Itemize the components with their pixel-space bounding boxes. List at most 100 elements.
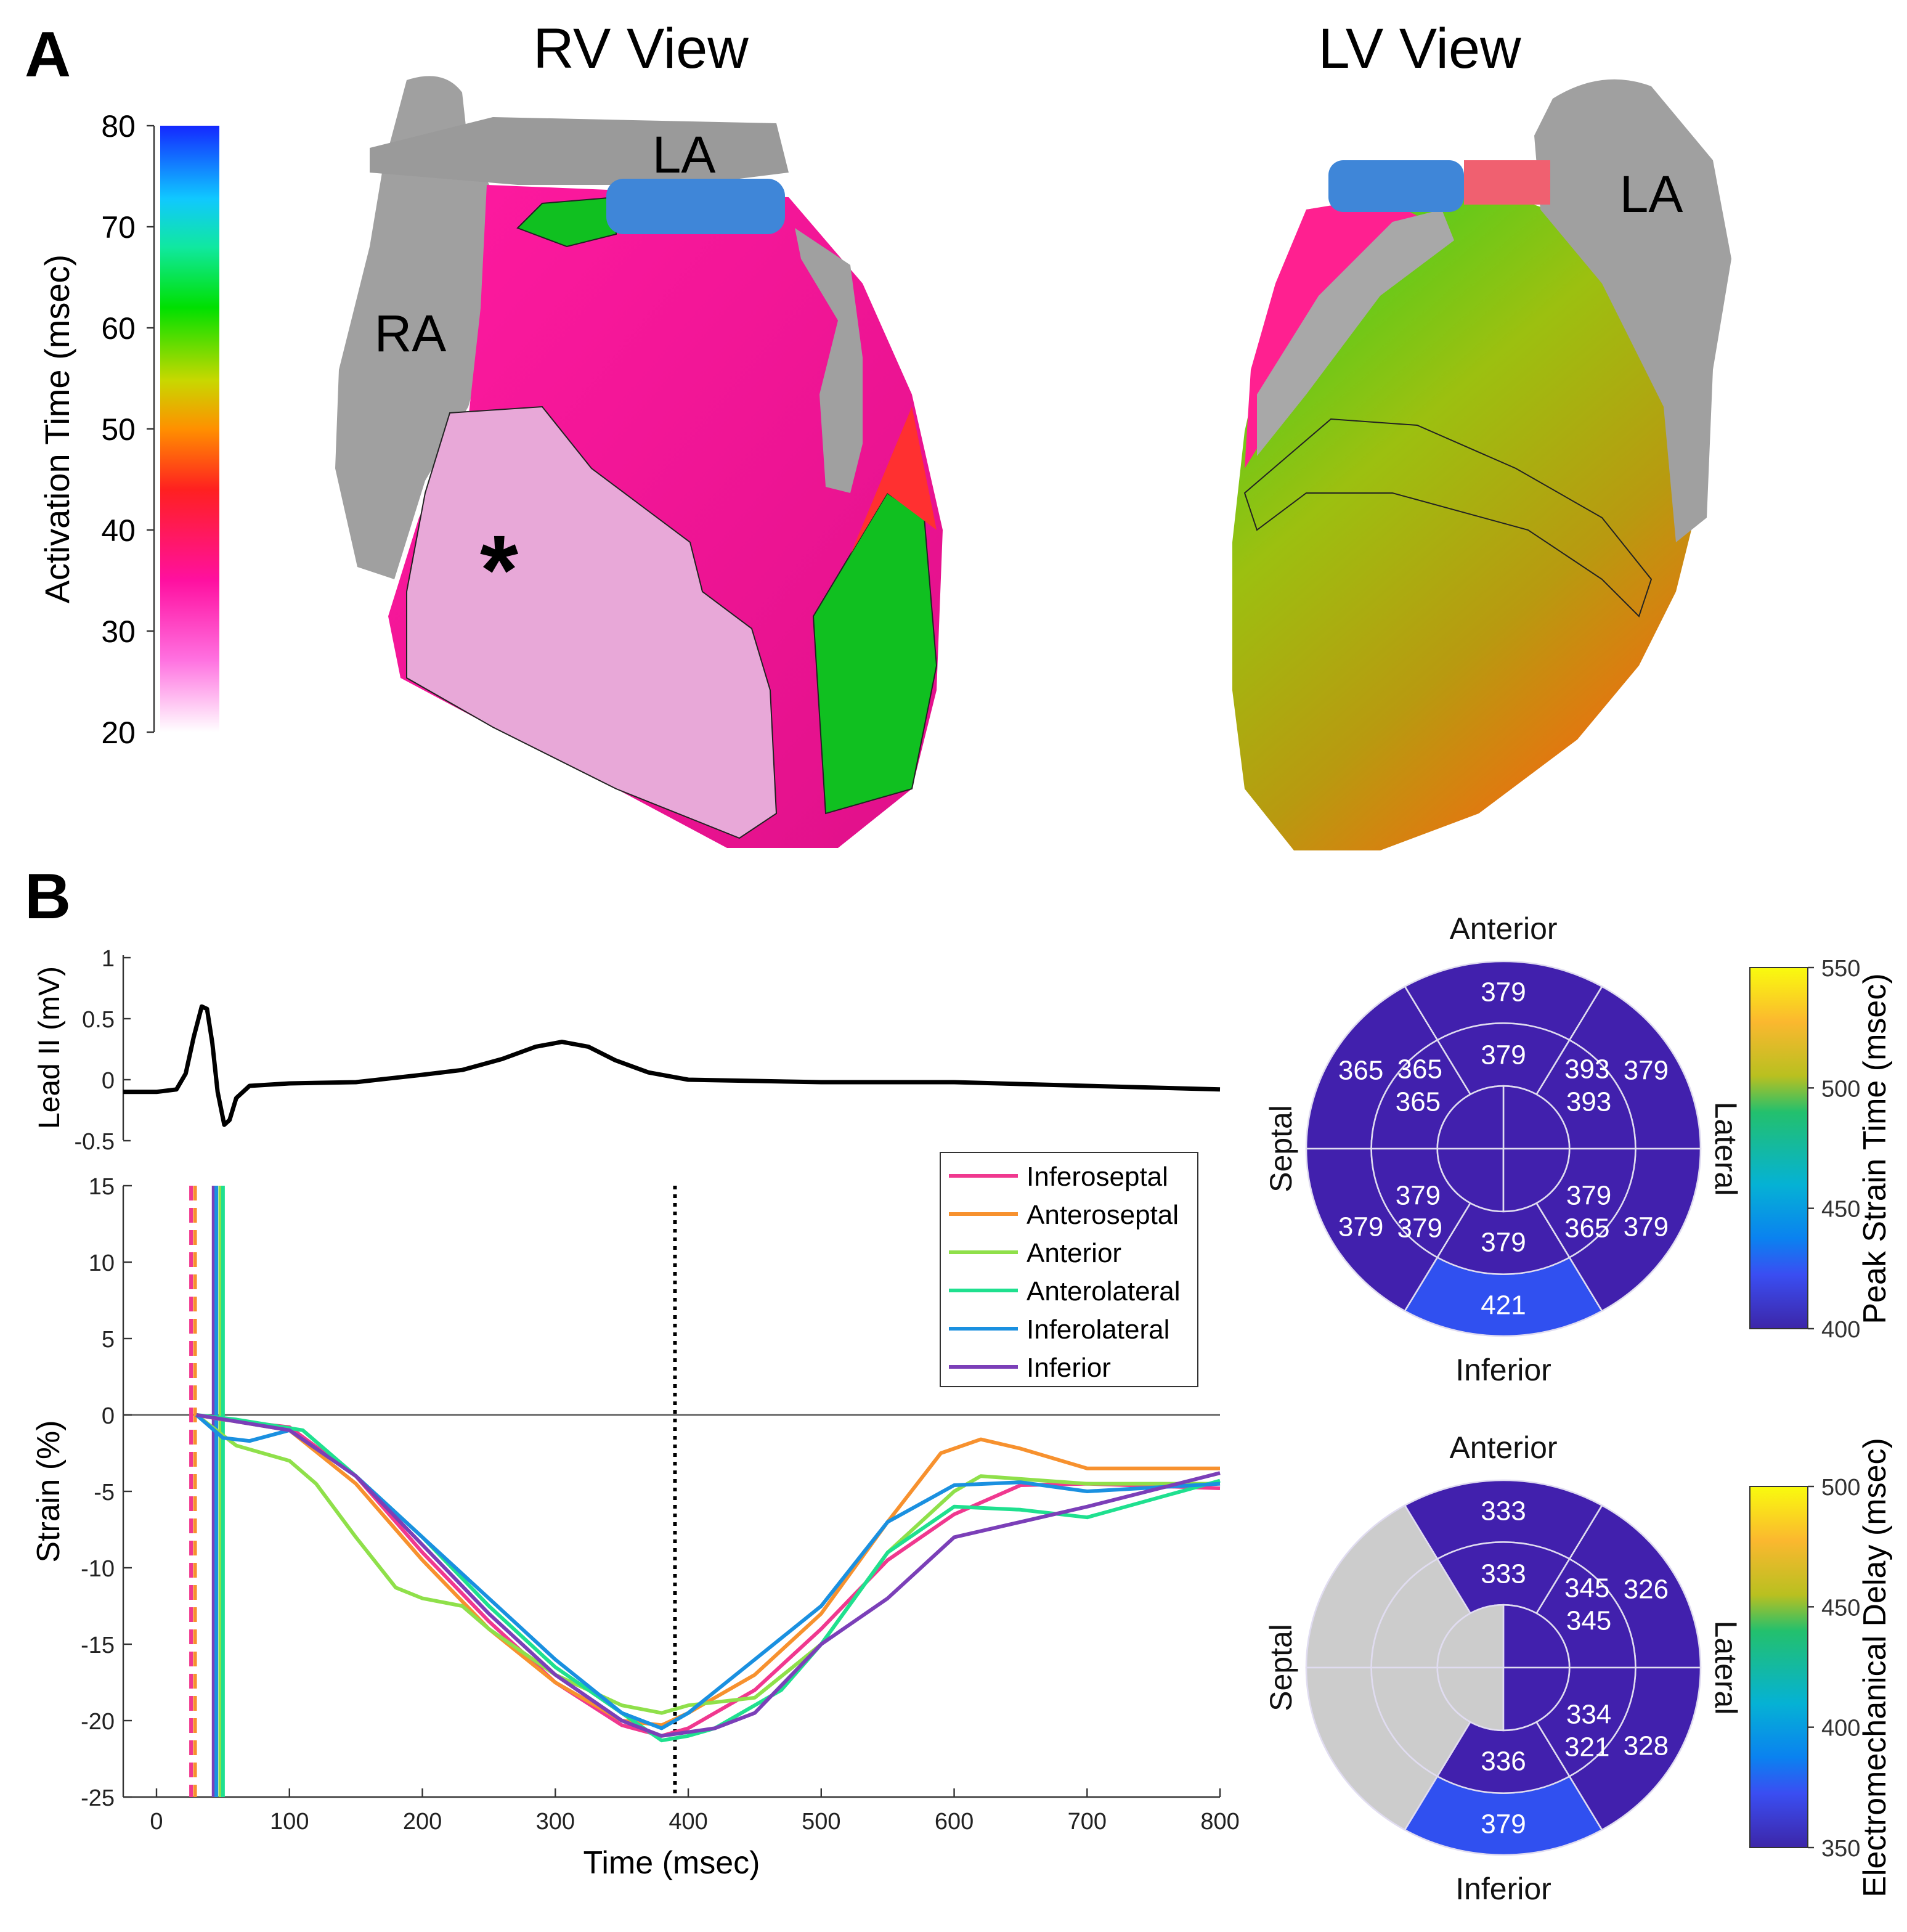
lv-red-vessel: [1464, 160, 1550, 205]
segment-value-middle-inferoseptal: 379: [1396, 1181, 1441, 1211]
ecg-y-tick-label: 0: [102, 1068, 115, 1094]
legend-label: Anteroseptal: [1027, 1200, 1179, 1230]
colorbar-tick-label: 80: [101, 109, 136, 144]
direction-left-label: Septal: [1264, 1624, 1298, 1711]
colorbar-tick-label: 40: [101, 513, 136, 548]
segment-inner-inferolateral: [1502, 1666, 1571, 1732]
strain-x-tick-label: 200: [403, 1809, 442, 1835]
segment-value-inner-anterolateral: 393: [1564, 1054, 1609, 1085]
colorbar-label: Peak Strain Time (msec): [1857, 973, 1893, 1324]
lv-la-label: LA: [1620, 165, 1683, 223]
segment-value-outer-anterolateral: 326: [1624, 1575, 1669, 1605]
strain-y-tick-label: -15: [81, 1632, 115, 1658]
strain-legend: Inferoseptal Anteroseptal Anterior Anterola…: [940, 1152, 1198, 1387]
strain-x-tick-label: 800: [1200, 1809, 1239, 1835]
segment-value-outer-anterior: 333: [1481, 1496, 1526, 1526]
rv-asterisk-label: *: [480, 515, 519, 625]
strain-y-tick-label: 10: [89, 1250, 115, 1276]
strain-series-anterior: [195, 1413, 1220, 1715]
segment-value-outer-anterior: 379: [1481, 977, 1526, 1008]
colorbar-tick-label: 20: [101, 715, 136, 750]
panel-label-a: A: [25, 19, 71, 91]
direction-right-label: Lateral: [1709, 1102, 1743, 1196]
strain-y-tick-label: 15: [89, 1174, 115, 1200]
strain-series-anteroseptal: [196, 1413, 1220, 1727]
colorbar-label: Electromechanical Delay (msec): [1857, 1438, 1893, 1897]
legend-label: Inferolateral: [1027, 1314, 1169, 1345]
colorbar-tick-label: 450: [1821, 1595, 1860, 1621]
segment-value-inner-anteroseptal: 365: [1397, 1054, 1442, 1085]
left-atrium-cap: [606, 179, 785, 234]
segment-value-inner-inferoseptal: 379: [1397, 1213, 1442, 1243]
lv-left-atrium: [1534, 79, 1731, 542]
colorbar-tick-label: 350: [1821, 1836, 1860, 1862]
legend-label: Inferoseptal: [1027, 1162, 1168, 1192]
segment-value-outer-inferior: 379: [1481, 1809, 1526, 1839]
great-vessels: [370, 117, 789, 185]
direction-top-label: Anterior: [1449, 911, 1557, 946]
strain-x-tick-label: 0: [150, 1809, 163, 1835]
segment-value-middle-inferolateral: 334: [1566, 1700, 1611, 1730]
colorbar-tick-label: 50: [101, 412, 136, 447]
bullseye-em-delay: 326 345 333 333 379 336 328 334 345 321 Anterior In…: [1264, 1430, 1893, 1906]
lv-aorta-cap: [1328, 160, 1464, 212]
strain-y-tick-label: -20: [81, 1709, 115, 1735]
lv-heart-render: LA: [1232, 79, 1731, 850]
colorbar: [1749, 1486, 1808, 1848]
ecg-y-tick-label: 1: [102, 946, 115, 972]
lv-body: [1232, 185, 1701, 850]
red-border-region: [813, 407, 937, 616]
segment-value-outer-inferolateral: 379: [1624, 1212, 1669, 1242]
segment-value-middle-anterior: 379: [1481, 1040, 1526, 1070]
colorbar-tick-label: 500: [1821, 1076, 1860, 1102]
activation-colorbar-label: Activation Time (msec): [38, 255, 76, 603]
strain-x-tick-label: 400: [669, 1809, 707, 1835]
ecg-chart: 1 0.5 0 -0.5: [75, 946, 1221, 1155]
right-atrium: [335, 76, 518, 580]
colorbar-tick-label: 70: [101, 210, 136, 245]
segment-value-middle-inferior: 336: [1481, 1747, 1526, 1777]
segment-value-outer-anterolateral: 379: [1624, 1056, 1669, 1086]
ecg-y-tick-label: 0.5: [82, 1007, 115, 1033]
rv-la-label: LA: [653, 126, 716, 184]
segment-value-outer-inferior: 421: [1481, 1290, 1526, 1320]
rv-ra-label: RA: [375, 304, 447, 362]
colorbar-tick-label: 450: [1821, 1197, 1860, 1223]
strain-x-tick-label: 700: [1068, 1809, 1107, 1835]
colorbar-tick-label: 60: [101, 311, 136, 346]
strain-y-tick-label: -25: [81, 1785, 115, 1811]
segment-value-middle-anterior: 333: [1481, 1559, 1526, 1589]
strain-y-tick-label: 5: [102, 1327, 115, 1353]
early-activation-region: [406, 406, 778, 839]
colorbar: [1749, 967, 1808, 1329]
direction-bottom-label: Inferior: [1455, 1872, 1551, 1906]
strain-y-tick-label: -10: [81, 1556, 115, 1582]
activation-colorbar-ticks: 80 70 60 50 40 30 20: [101, 109, 155, 750]
segment-value-middle-anterolateral: 393: [1566, 1087, 1611, 1117]
strain-xlabel: Time (msec): [583, 1845, 760, 1881]
strain-y-tick-label: -5: [94, 1480, 115, 1506]
strain-series-inferior: [196, 1413, 1221, 1738]
legend-box: [940, 1152, 1198, 1387]
segment-value-inner-inferolateral: 365: [1564, 1213, 1609, 1243]
legend-label: Inferior: [1027, 1353, 1111, 1383]
rv-heart-render: LA RA *: [335, 76, 943, 848]
ecg-ylabel: Lead II (mV): [33, 966, 66, 1129]
panel-label-b: B: [25, 861, 71, 932]
colorbar-tick-label: 500: [1821, 1475, 1860, 1501]
legend-label: Anterior: [1027, 1238, 1121, 1268]
rv-view-title: RV View: [533, 17, 749, 80]
lv-vessel: [1257, 210, 1454, 456]
colorbar-tick-label: 550: [1821, 956, 1860, 982]
activation-colorbar: [160, 126, 219, 732]
segment-value-outer-anteroseptal: 365: [1338, 1056, 1383, 1086]
direction-left-label: Septal: [1264, 1105, 1298, 1192]
direction-top-label: Anterior: [1449, 1430, 1557, 1465]
colorbar-tick-label: 30: [101, 614, 136, 649]
strain-x-tick-label: 100: [270, 1809, 309, 1835]
coronary-vessel: [795, 228, 863, 493]
strain-x-tick-label: 500: [802, 1809, 840, 1835]
lv-view-title: LV View: [1318, 17, 1521, 80]
strain-chart: 15 10 5 0 -5 -10 -15 -20 -25 0 100 200 300 400 500 600 7…: [81, 1152, 1240, 1835]
